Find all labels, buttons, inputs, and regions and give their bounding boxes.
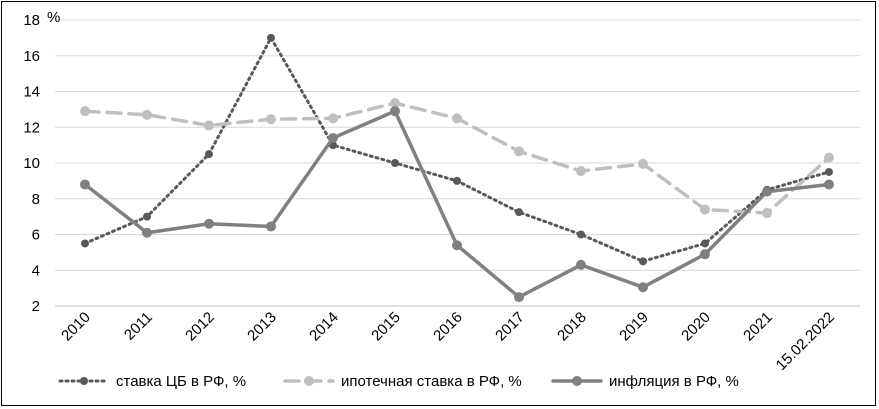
- x-tick-label: 2012: [182, 309, 218, 345]
- x-tick-label: 2019: [616, 309, 652, 345]
- legend: ставка ЦБ в РФ, % ипотечная ставка в РФ, …: [58, 373, 739, 390]
- data-point: [701, 239, 709, 248]
- y-axis-ticks: 2 4 6 8 10 12 14 16 18: [23, 12, 40, 315]
- data-point: [142, 227, 152, 238]
- x-tick-label: 15.02.2022: [773, 309, 838, 374]
- x-tick-label: 2014: [306, 309, 342, 345]
- data-point: [762, 208, 772, 219]
- data-point: [390, 98, 400, 109]
- legend-label: ипотечная ставка в РФ, %: [341, 373, 522, 390]
- data-point: [577, 230, 585, 239]
- x-tick-label: 2015: [368, 309, 404, 345]
- y-unit-label: %: [47, 9, 60, 26]
- x-tick-label: 2017: [492, 309, 528, 345]
- data-point: [514, 292, 524, 303]
- y-tick-label: 2: [32, 298, 40, 315]
- x-tick-label: 2013: [244, 309, 280, 345]
- data-point: [576, 166, 586, 177]
- data-point: [453, 176, 461, 185]
- y-tick-label: 10: [23, 155, 40, 172]
- data-point: [328, 113, 338, 124]
- legend-label: ставка ЦБ в РФ, %: [116, 373, 246, 390]
- series-lines: [80, 33, 834, 303]
- x-tick-label: 2020: [678, 309, 714, 345]
- data-point: [824, 179, 834, 190]
- data-point: [80, 106, 90, 117]
- legend-marker: [572, 376, 582, 386]
- data-point: [762, 186, 772, 197]
- data-point: [142, 109, 152, 120]
- x-axis-ticks: 2010 2011 2012 2013 2014 2015 2016 2017 2018 2019…: [58, 309, 838, 374]
- y-tick-label: 6: [32, 227, 40, 244]
- data-point: [700, 204, 710, 215]
- data-point: [452, 113, 462, 124]
- data-point: [390, 106, 400, 117]
- data-point: [638, 282, 648, 293]
- data-point: [514, 146, 524, 157]
- data-point: [80, 179, 90, 190]
- data-point: [81, 239, 89, 248]
- data-point: [205, 150, 213, 159]
- x-tick-label: 2010: [58, 309, 94, 345]
- y-tick-label: 18: [23, 12, 40, 29]
- data-point: [266, 221, 276, 232]
- data-point: [266, 114, 276, 125]
- y-tick-label: 14: [23, 84, 40, 101]
- legend-marker: [304, 376, 314, 386]
- legend-marker: [80, 377, 88, 385]
- data-point: [824, 152, 834, 163]
- data-point: [700, 249, 710, 260]
- data-point: [267, 33, 275, 42]
- data-point: [576, 259, 586, 270]
- y-tick-label: 16: [23, 48, 40, 65]
- y-tick-label: 8: [32, 191, 40, 208]
- y-tick-label: 12: [23, 119, 40, 136]
- x-tick-label: 2021: [740, 309, 776, 345]
- data-point: [639, 257, 647, 266]
- x-tick-label: 2011: [121, 309, 156, 344]
- series-line: [83, 109, 831, 299]
- legend-label: инфляция в РФ, %: [609, 373, 739, 390]
- y-tick-label: 4: [32, 262, 40, 279]
- grid-lines: [55, 19, 860, 307]
- data-point: [143, 212, 151, 221]
- data-point: [515, 208, 523, 217]
- data-point: [452, 240, 462, 251]
- data-point: [638, 158, 648, 169]
- data-point: [391, 159, 399, 167]
- data-point: [204, 218, 214, 229]
- data-point: [825, 167, 833, 176]
- series-line: [83, 36, 831, 263]
- data-point: [204, 120, 214, 131]
- data-point: [328, 132, 338, 143]
- x-tick-label: 2016: [430, 309, 466, 345]
- x-tick-label: 2018: [554, 309, 590, 345]
